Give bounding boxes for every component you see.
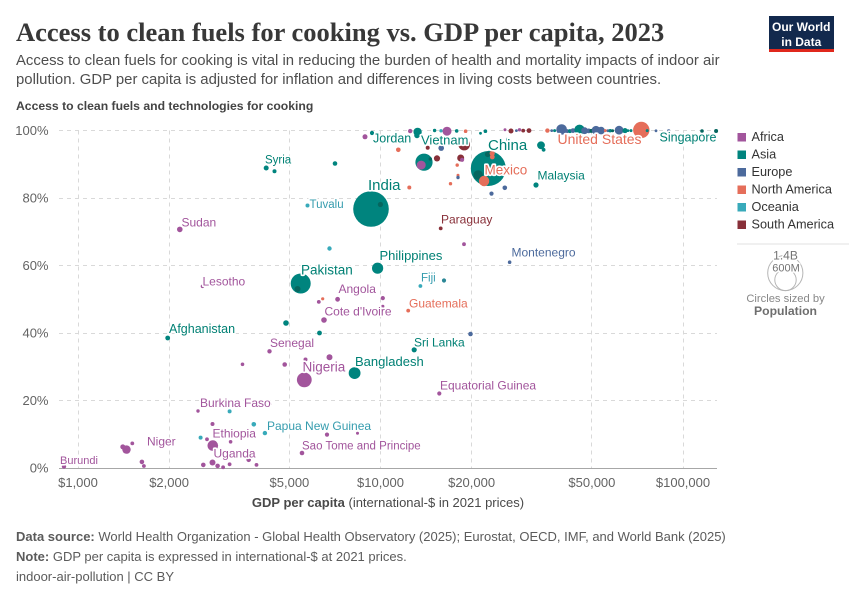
- svg-text:North America: North America: [752, 183, 833, 197]
- svg-text:Jordan: Jordan: [373, 131, 411, 145]
- svg-text:Philippines: Philippines: [380, 248, 443, 263]
- svg-text:Circles sized by: Circles sized by: [746, 293, 825, 305]
- svg-text:Vietnam: Vietnam: [421, 133, 468, 148]
- svg-text:Tuvalu: Tuvalu: [310, 199, 344, 211]
- svg-text:Ethiopia: Ethiopia: [213, 427, 257, 441]
- svg-text:South America: South America: [752, 218, 835, 232]
- svg-text:Burundi: Burundi: [60, 455, 98, 467]
- svg-text:Asia: Asia: [752, 148, 778, 162]
- svg-text:80%: 80%: [22, 190, 48, 205]
- svg-text:China: China: [488, 137, 528, 154]
- svg-text:0%: 0%: [30, 460, 49, 475]
- svg-text:Bangladesh: Bangladesh: [355, 354, 424, 369]
- svg-text:Malaysia: Malaysia: [538, 169, 586, 183]
- svg-text:Guatemala: Guatemala: [409, 297, 468, 311]
- svg-text:Cote d'Ivoire: Cote d'Ivoire: [325, 305, 392, 319]
- svg-text:600M: 600M: [772, 262, 800, 274]
- svg-text:20%: 20%: [22, 393, 48, 408]
- svg-text:Africa: Africa: [752, 130, 785, 144]
- svg-text:$100,000: $100,000: [656, 475, 710, 490]
- svg-text:Singapore: Singapore: [660, 131, 717, 145]
- svg-text:Population: Population: [754, 304, 817, 318]
- svg-text:$5,000: $5,000: [270, 475, 310, 490]
- svg-text:$1,000: $1,000: [58, 475, 98, 490]
- svg-text:Nigeria: Nigeria: [303, 360, 346, 375]
- svg-text:Papua New Guinea: Papua New Guinea: [267, 419, 371, 433]
- svg-text:Syria: Syria: [265, 155, 292, 167]
- svg-text:$20,000: $20,000: [448, 475, 495, 490]
- svg-text:$10,000: $10,000: [357, 475, 404, 490]
- svg-text:Niger: Niger: [147, 435, 176, 449]
- svg-text:Burkina Faso: Burkina Faso: [200, 396, 271, 410]
- svg-text:60%: 60%: [22, 258, 48, 273]
- svg-text:Oceania: Oceania: [752, 200, 800, 214]
- svg-text:Afghanistan: Afghanistan: [169, 322, 235, 336]
- svg-text:40%: 40%: [22, 325, 48, 340]
- svg-text:Montenegro: Montenegro: [512, 246, 576, 260]
- svg-text:India: India: [368, 177, 401, 194]
- svg-text:$2,000: $2,000: [149, 475, 189, 490]
- svg-text:Senegal: Senegal: [270, 336, 314, 350]
- svg-text:Uganda: Uganda: [214, 447, 256, 461]
- svg-text:United States: United States: [558, 131, 642, 147]
- svg-text:$50,000: $50,000: [568, 475, 615, 490]
- svg-text:Angola: Angola: [339, 282, 377, 296]
- svg-text:100%: 100%: [15, 123, 49, 138]
- svg-text:Pakistan: Pakistan: [301, 263, 353, 278]
- svg-text:1.4B: 1.4B: [773, 249, 798, 263]
- svg-text:Equatorial Guinea: Equatorial Guinea: [440, 379, 536, 393]
- svg-text:Europe: Europe: [752, 165, 793, 179]
- svg-text:Mexico: Mexico: [485, 163, 528, 178]
- svg-text:Sao Tome and Principe: Sao Tome and Principe: [302, 441, 421, 453]
- svg-text:Sri Lanka: Sri Lanka: [414, 336, 465, 350]
- svg-text:Sudan: Sudan: [182, 216, 217, 230]
- svg-text:Paraguay: Paraguay: [441, 213, 492, 227]
- svg-text:Lesotho: Lesotho: [203, 275, 246, 289]
- svg-text:Fiji: Fiji: [421, 273, 436, 285]
